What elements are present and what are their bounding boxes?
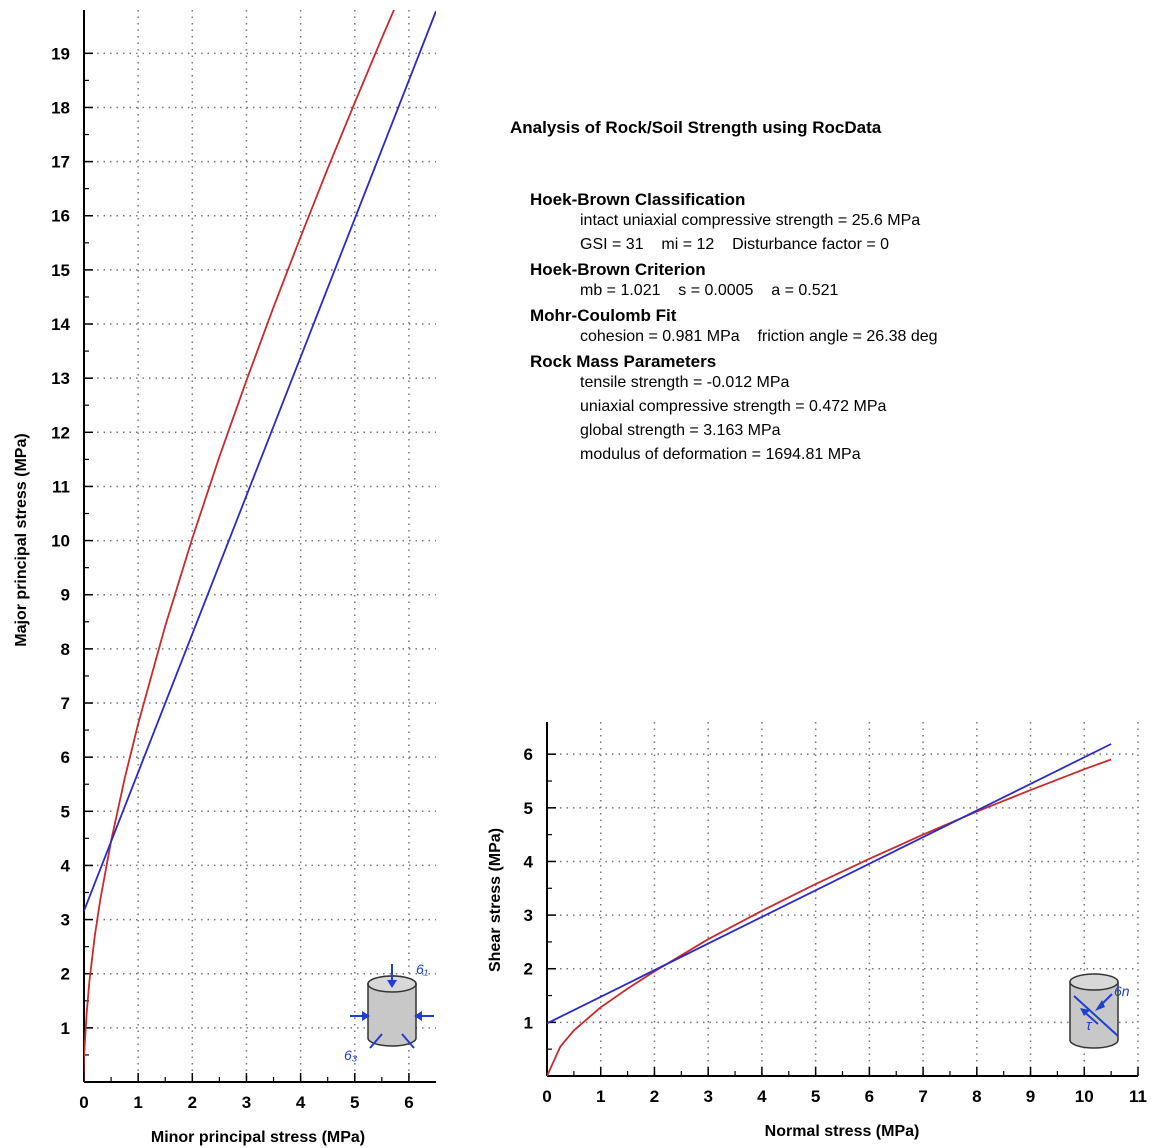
y-tick-label: 3: [61, 911, 70, 930]
x-tick-label: 1: [133, 1093, 142, 1112]
y-tick-label: 3: [524, 906, 533, 925]
y-tick-label: 12: [51, 423, 70, 442]
section-line: global strength = 3.163 MPa: [580, 422, 781, 439]
section-line: GSI = 31 mi = 12 Disturbance factor = 0: [580, 236, 890, 253]
x-tick-label: 2: [650, 1087, 659, 1106]
x-axis-label: Minor principal stress (MPa): [151, 1129, 365, 1146]
x-tick-label: 4: [757, 1087, 767, 1106]
x-tick-label: 7: [918, 1087, 927, 1106]
y-tick-label: 5: [524, 799, 533, 818]
analysis-panel: Analysis of Rock/Soil Strength using Roc…: [510, 118, 1110, 470]
svg-text:6₃: 6₃: [344, 1047, 358, 1063]
y-tick-label: 1: [524, 1013, 533, 1032]
section-heading: Rock Mass Parameters: [530, 352, 717, 371]
x-tick-label: 0: [542, 1087, 551, 1106]
section-line: tensile strength = -0.012 MPa: [580, 374, 790, 391]
svg-text:6₁: 6₁: [416, 961, 429, 977]
mohr-coulomb-line: [84, 10, 436, 912]
y-tick-label: 1: [61, 1019, 70, 1038]
x-tick-label: 1: [596, 1087, 605, 1106]
section-heading: Hoek-Brown Classification: [530, 190, 746, 209]
grid: [84, 10, 436, 1082]
x-tick-label: 5: [811, 1087, 820, 1106]
y-tick-label: 4: [61, 856, 71, 875]
svg-text:τ: τ: [1086, 1017, 1093, 1034]
y-tick-label: 19: [51, 44, 70, 63]
y-tick-label: 17: [51, 153, 70, 172]
y-tick-label: 18: [51, 98, 70, 117]
axes: [83, 10, 436, 1083]
y-tick-label: 6: [61, 748, 70, 767]
x-tick-label: 3: [703, 1087, 712, 1106]
y-tick-label: 15: [51, 261, 70, 280]
y-tick-label: 2: [61, 965, 70, 984]
x-tick-label: 5: [350, 1093, 359, 1112]
y-axis-label: Shear stress (MPa): [487, 828, 504, 972]
x-tick-label: 11: [1129, 1087, 1147, 1106]
cylinder-shear-stress-icon: 6n τ: [1069, 973, 1130, 1049]
section-line: uniaxial compressive strength = 0.472 MP…: [580, 398, 887, 415]
hoek-brown-curve: [84, 10, 395, 1082]
section-line: cohesion = 0.981 MPa friction angle = 26…: [580, 328, 938, 345]
y-tick-label: 2: [524, 960, 533, 979]
cylinder-principal-stress-icon: 6₁ 6₃: [344, 961, 434, 1063]
series: [84, 10, 436, 1082]
x-tick-label: 3: [242, 1093, 251, 1112]
y-tick-label: 4: [524, 852, 534, 871]
x-tick-label: 2: [188, 1093, 197, 1112]
section-heading: Mohr-Coulomb Fit: [530, 306, 677, 325]
x-tick-label: 8: [972, 1087, 981, 1106]
x-tick-label: 6: [865, 1087, 874, 1106]
series: [547, 743, 1112, 1076]
section-line: intact uniaxial compressive strength = 2…: [580, 212, 921, 229]
hoek-brown-curve: [547, 758, 1112, 1076]
y-tick-label: 14: [51, 315, 70, 334]
x-tick-label: 9: [1026, 1087, 1035, 1106]
grid: [547, 722, 1139, 1076]
mohr-coulomb-line: [547, 743, 1112, 1025]
x-tick-label: 4: [296, 1093, 306, 1112]
section-line: mb = 1.021 s = 0.0005 a = 0.521: [580, 282, 839, 299]
x-axis-label: Normal stress (MPa): [765, 1123, 920, 1140]
y-tick-label: 7: [61, 694, 70, 713]
y-tick-label: 16: [51, 207, 70, 226]
y-tick-label: 8: [61, 640, 70, 659]
y-tick-label: 5: [61, 802, 70, 821]
x-tick-label: 0: [79, 1093, 88, 1112]
section-heading: Hoek-Brown Criterion: [530, 260, 706, 279]
y-tick-label: 9: [61, 586, 70, 605]
axes: [546, 722, 1139, 1077]
svg-text:6n: 6n: [1114, 983, 1130, 999]
y-axis-label: Major principal stress (MPa): [13, 433, 30, 646]
y-tick-label: 13: [51, 369, 70, 388]
y-tick-label: 10: [51, 532, 70, 551]
y-tick-label: 6: [524, 745, 533, 764]
y-tick-label: 11: [52, 477, 70, 496]
x-tick-label: 10: [1075, 1087, 1094, 1106]
section-line: modulus of deformation = 1694.81 MPa: [580, 446, 861, 463]
x-tick-label: 6: [404, 1093, 413, 1112]
panel-title: Analysis of Rock/Soil Strength using Roc…: [510, 118, 882, 137]
